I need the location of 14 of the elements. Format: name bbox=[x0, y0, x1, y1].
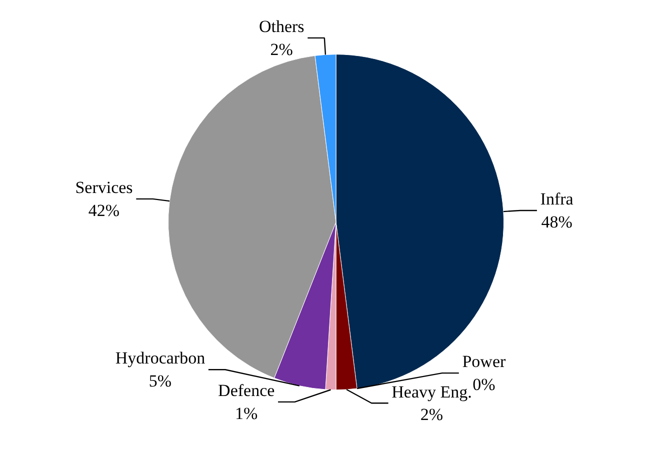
text: 0% bbox=[472, 374, 496, 394]
slice-label: Others bbox=[258, 17, 304, 36]
category-label: Power bbox=[462, 352, 506, 372]
data-label: 42% bbox=[88, 200, 120, 220]
data-label: 1% bbox=[235, 404, 258, 423]
slice-label: Infra bbox=[540, 190, 574, 209]
data-label: 5% bbox=[148, 372, 172, 391]
slice-label: Defence bbox=[218, 381, 275, 400]
slice-label: Heavy Eng. bbox=[392, 382, 472, 402]
slice-label: Hydrocarbon bbox=[115, 348, 206, 368]
slice-label: Services bbox=[75, 178, 133, 198]
data-label: 2% bbox=[420, 405, 444, 424]
data-label: 48% bbox=[541, 212, 572, 232]
data-label: 2% bbox=[270, 40, 293, 59]
